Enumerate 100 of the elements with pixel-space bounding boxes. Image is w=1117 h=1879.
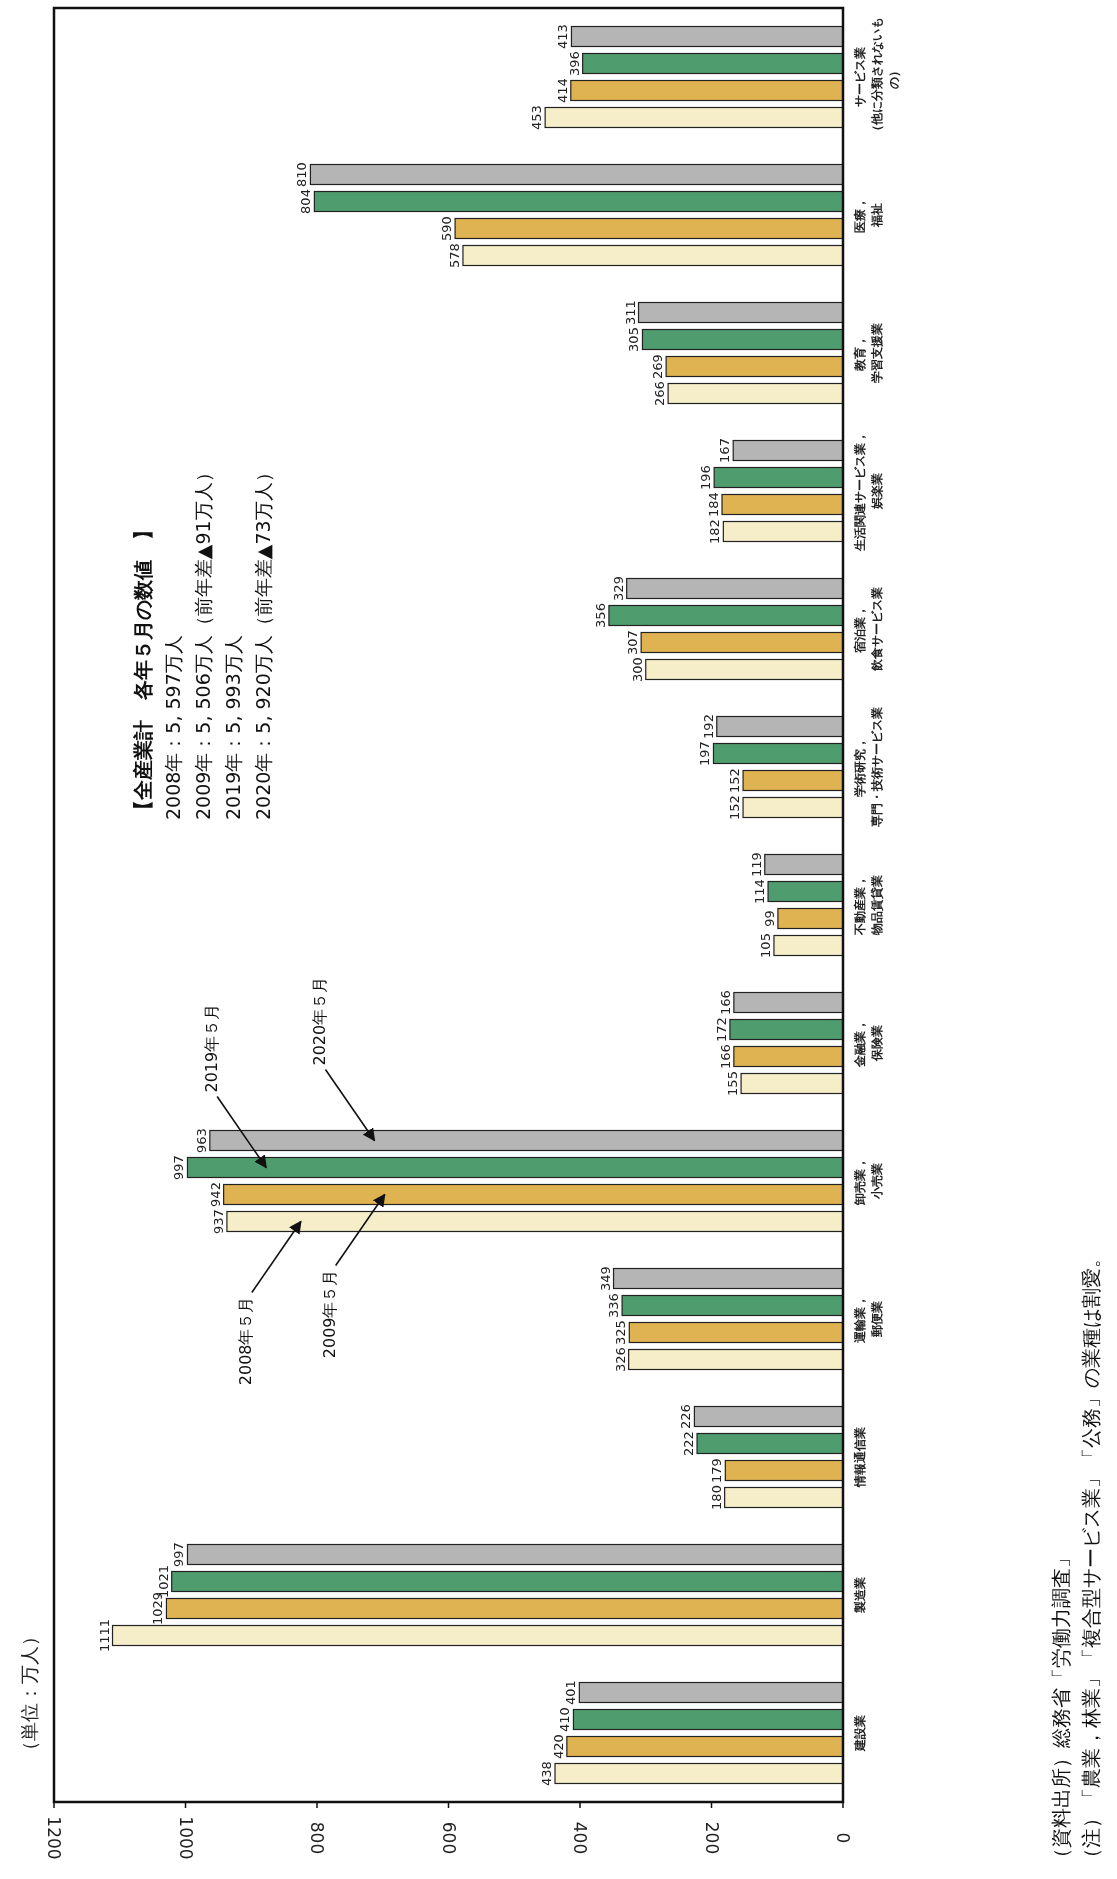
data-label: 305	[626, 327, 642, 352]
bar	[724, 1486, 844, 1509]
bar	[637, 301, 844, 324]
bar	[716, 715, 844, 738]
bar	[544, 106, 844, 129]
bar	[570, 79, 844, 102]
data-label: 155	[725, 1071, 741, 1096]
y-tick-label: 運輸業，郵便業	[853, 1295, 884, 1344]
data-label: 438	[539, 1761, 555, 1786]
bar	[111, 1624, 844, 1647]
data-label: 105	[757, 933, 773, 958]
data-label: 942	[207, 1182, 223, 1207]
bar	[582, 52, 844, 75]
bar	[740, 1072, 844, 1095]
y-axis-title: （単位：万人）	[18, 1627, 40, 1760]
data-label: 997	[171, 1155, 187, 1180]
bar	[309, 163, 844, 186]
bar	[742, 769, 844, 792]
data-label: 1111	[96, 1618, 112, 1653]
bar	[454, 217, 844, 240]
data-label: 167	[717, 438, 733, 463]
data-label: 192	[700, 714, 716, 739]
bar	[693, 1405, 844, 1428]
bar	[209, 1129, 844, 1152]
data-label: 937	[210, 1209, 226, 1234]
y-tick-label: 医療，福祉	[853, 197, 884, 233]
bar	[165, 1597, 844, 1620]
bar	[570, 25, 844, 48]
data-label: 414	[554, 78, 570, 103]
data-label: 349	[597, 1266, 613, 1291]
bar	[554, 1762, 844, 1785]
data-label: 578	[446, 243, 462, 268]
text: （注）「農業，林業」「複合型サービス業」「公務」の業種は割愛。	[1079, 1248, 1103, 1868]
data-label: 336	[606, 1293, 622, 1318]
y-tick-label: 金融業，保険業	[853, 1019, 884, 1068]
bar	[733, 1045, 844, 1068]
data-label: 152	[727, 768, 743, 793]
text: 2008年：5, 597万人 2009年：5, 506万人（前年差▲91万人） 2019年：5, 993万人 2020年：5, 920万人（前年差▲73万人）	[162, 463, 274, 820]
bar	[764, 853, 844, 876]
text: 2019年５月	[201, 1003, 221, 1093]
data-label: 99	[761, 910, 777, 927]
bar	[729, 1018, 844, 1041]
data-label: 410	[557, 1707, 573, 1732]
text: （資料出所）総務省「労働力調査」	[1049, 1548, 1073, 1868]
text: 2009年５月	[320, 1269, 340, 1359]
bar	[572, 1708, 844, 1731]
x-tick-label: 1000	[175, 1816, 196, 1860]
y-tick-label: 学術研究，専門・技術サービス業	[853, 707, 884, 828]
bar	[645, 658, 844, 681]
bar	[777, 907, 844, 930]
bar	[612, 1267, 844, 1290]
data-label: 196	[698, 465, 714, 490]
data-label: 590	[439, 216, 455, 241]
text: 2020年５月	[309, 976, 329, 1066]
text: 2008年５月	[236, 1296, 256, 1386]
data-label: 269	[650, 354, 666, 379]
bar	[767, 880, 844, 903]
data-label: 311	[622, 300, 638, 325]
bar	[712, 742, 844, 765]
bar	[713, 466, 844, 489]
data-label: 266	[652, 381, 668, 406]
bar	[186, 1543, 844, 1566]
x-tick-label: 0	[833, 1832, 853, 1844]
data-label: 396	[566, 51, 582, 76]
text: 【全産業計 各年５月の数値 】	[131, 520, 155, 820]
x-tick-label: 400	[570, 1821, 590, 1855]
bar	[626, 577, 844, 600]
bar	[621, 1294, 844, 1317]
bar	[721, 493, 844, 516]
data-label: 166	[717, 990, 733, 1015]
bar	[696, 1432, 844, 1455]
data-label: 166	[717, 1044, 733, 1069]
data-label: 810	[294, 162, 310, 187]
data-label: 329	[610, 576, 626, 601]
bar	[566, 1735, 844, 1758]
bar	[724, 1459, 844, 1482]
x-tick-label: 800	[307, 1821, 327, 1855]
data-label: 356	[592, 603, 608, 628]
data-label: 326	[612, 1347, 628, 1372]
bar	[226, 1210, 844, 1233]
data-label: 453	[529, 105, 545, 130]
bar	[667, 382, 844, 405]
bar	[773, 934, 844, 957]
data-label: 222	[681, 1431, 697, 1456]
data-label: 963	[193, 1128, 209, 1153]
bar	[171, 1570, 844, 1593]
x-tick-label: 1200	[44, 1816, 64, 1860]
data-label: 184	[706, 492, 722, 517]
data-label: 152	[727, 795, 743, 820]
bar	[742, 796, 844, 819]
data-label: 119	[748, 852, 764, 877]
bar	[640, 631, 844, 654]
data-label: 325	[613, 1320, 629, 1345]
x-tick-label: 200	[701, 1821, 722, 1855]
bar	[608, 604, 844, 627]
data-label: 307	[625, 630, 641, 655]
data-label: 226	[678, 1404, 694, 1429]
data-label: 197	[697, 741, 713, 766]
data-label: 997	[171, 1542, 187, 1567]
y-tick-label: 生活関連サービス業，娯楽業	[853, 431, 884, 552]
